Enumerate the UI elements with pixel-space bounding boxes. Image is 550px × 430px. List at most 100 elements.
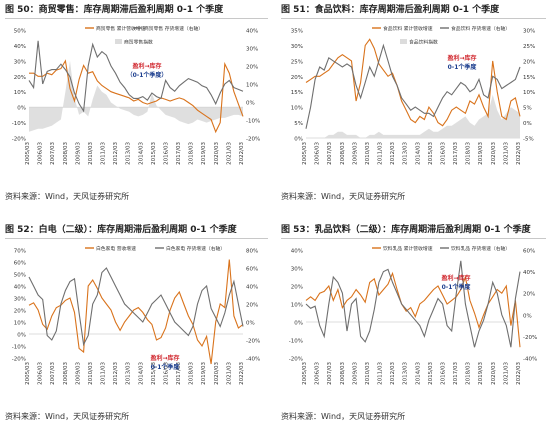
right-tick-label: 0% [523,313,532,319]
x-tick-label: 2013/03 [403,362,409,385]
left-tick-label: 20% [291,285,303,291]
panel-50-title: 图 50：商贸零售：库存周期滞后盈利周期 0-1 个季度 [5,3,268,19]
x-tick-label: 2005/03 [302,362,308,385]
left-tick-label: 10% [291,303,303,309]
legend-label: 商贸零售指数 [124,39,153,46]
x-tick-label: 2011/03 [378,142,384,165]
chart-panel-53: 40% 30% 20% 10% 0% -10% -20% 60% 40% 20% 0% -20% -40… [289,245,537,385]
x-tick-label: 2011/03 [101,362,107,385]
x-tick-label: 2011/03 [378,362,384,385]
legend-label: 食品饮料 存货增速（右轴） [451,25,510,32]
x-tick-label: 2006/03 [315,362,321,385]
right-tick-label: -5% [523,137,534,143]
x-tick-label: 2016/03 [440,362,446,385]
left-tick-label: 0% [294,137,303,143]
x-tick-label: 2014/03 [415,362,421,385]
annotation-text: 0-1个季度 [448,63,478,71]
x-tick-label: 2006/03 [38,142,44,165]
left-tick-label: 10% [14,90,26,96]
x-tick-label: 2011/03 [101,142,107,165]
right-tick-label: 15% [523,75,535,81]
right-tick-label: 60% [246,267,258,273]
x-tick-label: 2007/03 [327,362,333,385]
legend-swatch [115,39,122,44]
x-tick-label: 2005/03 [25,142,31,165]
right-tick-label: -40% [246,357,260,363]
area-series [29,60,243,132]
x-tick-label: 2009/03 [352,142,358,165]
x-tick-label: 2006/03 [38,362,44,385]
annotation-text: （0-1个季度） [127,71,168,79]
left-tick-label: 40% [14,285,26,291]
x-tick-label: 2012/03 [113,142,119,165]
orange-series-line [305,271,521,348]
x-tick-label: 2008/03 [63,362,69,385]
left-tick-label: 40% [291,249,303,255]
left-tick-label: -20% [12,357,26,363]
x-tick-label: 2010/03 [365,362,371,385]
left-tick-label: -10% [289,339,303,345]
legend-label: 食品饮料指数 [409,39,438,46]
x-tick-label: 2016/03 [163,142,169,165]
x-tick-label: 2010/03 [88,362,94,385]
x-tick-label: 2019/03 [201,142,207,165]
legend-label: 饮料乳品 存货增速（右轴） [451,245,510,252]
legend-label: 商贸零售 累计营收增速 [96,25,146,32]
x-tick-label: 2010/03 [88,142,94,165]
right-tick-label: -20% [246,339,260,345]
orange-series-line [305,38,521,127]
chart-panel-51: 35% 30% 25% 20% 15% 10% 5% 0% 30% 25% 20% 15% 10% 5% 0… [291,25,535,165]
panel-51-title: 图 51：食品饮料：库存周期滞后盈利周期 0-1 个季度 [281,3,546,19]
x-tick-label: 2007/03 [50,142,56,165]
x-tick-label: 2022/03 [516,142,522,165]
area-series [306,94,520,138]
x-tick-label: 2013/03 [403,142,409,165]
x-tick-label: 2014/03 [415,142,421,165]
right-tick-label: 0% [246,321,255,327]
legend-label: 白色家电 营收增速 [96,245,136,252]
right-tick-label: -40% [523,357,537,363]
x-tick-label: 2017/03 [453,142,459,165]
right-tick-label: 10% [523,90,535,96]
gray-series-line [28,267,244,347]
x-tick-label: 2007/03 [50,362,56,385]
left-tick-label: 60% [14,261,26,267]
orange-series-line [28,259,244,365]
legend-label: 饮料乳品 累计营收增速 [383,245,433,252]
right-tick-label: 0% [246,101,255,107]
annotation-text: 盈利→库存 [440,274,470,282]
x-tick-label: 2018/03 [466,142,472,165]
x-tick-label: 2020/03 [491,362,497,385]
annotation-text: 0-1个季度 [151,363,181,371]
x-tick-label: 2005/03 [302,142,308,165]
x-tick-label: 2019/03 [478,142,484,165]
panel-53-source: 资料来源：Wind，天风证券研究所 [281,412,406,421]
x-tick-label: 2013/03 [126,362,132,385]
right-tick-label: 40% [523,270,535,276]
x-tick-label: 2016/03 [163,362,169,385]
x-tick-label: 2007/03 [327,142,333,165]
left-tick-label: 0% [294,321,303,327]
left-tick-label: 35% [291,29,303,35]
panel-51-source: 资料来源：Wind，天风证券研究所 [281,192,406,201]
left-tick-label: 30% [14,297,26,303]
right-tick-label: 80% [246,249,258,255]
left-tick-label: -10% [12,345,26,351]
gray-series-line [305,260,521,348]
x-tick-label: 2014/03 [138,362,144,385]
x-tick-label: 2015/03 [151,362,157,385]
gray-series-line [28,40,244,113]
right-tick-label: 30% [246,47,258,53]
x-tick-label: 2017/03 [176,142,182,165]
right-tick-label: 40% [246,285,258,291]
orange-series-line [29,59,244,134]
left-tick-label: 10% [14,321,26,327]
x-tick-label: 2009/03 [352,362,358,385]
left-tick-label: -20% [12,137,26,143]
x-tick-label: 2005/03 [25,362,31,385]
right-tick-label: -10% [246,119,260,125]
left-tick-label: 0% [17,333,26,339]
legend-label: 食品饮料 累计营收增速 [383,25,433,32]
right-tick-label: 60% [523,249,535,255]
x-tick-label: 2014/03 [138,142,144,165]
